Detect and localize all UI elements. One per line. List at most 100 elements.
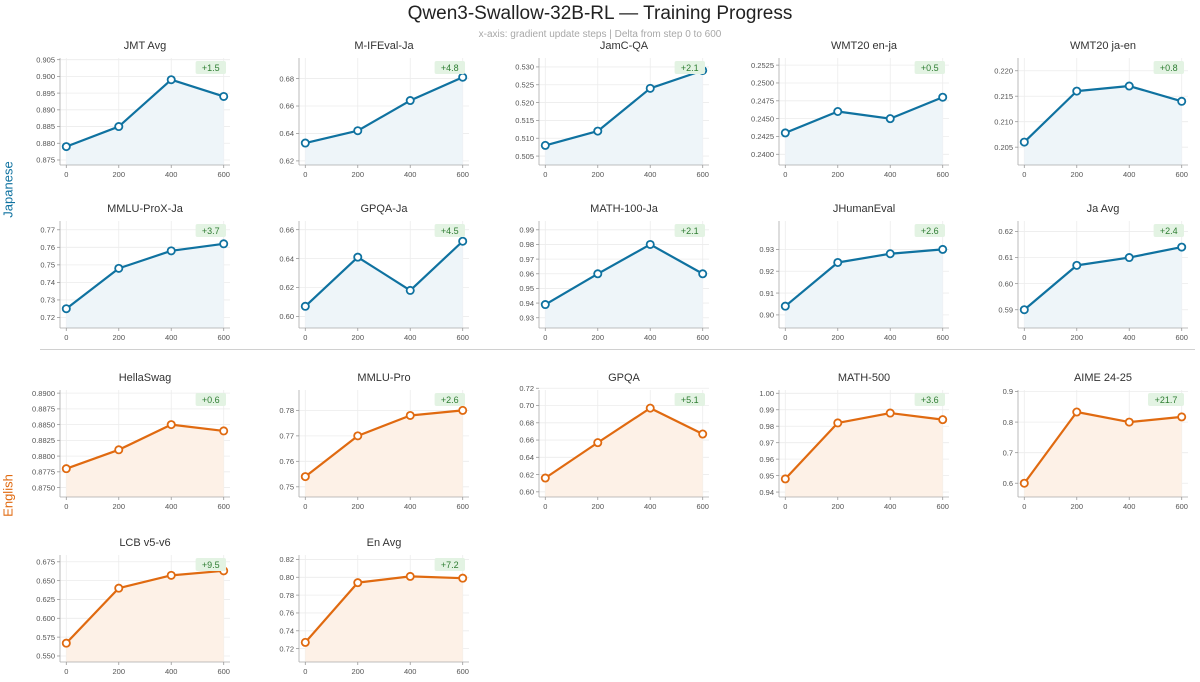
y-tick-label: 0.77 xyxy=(279,432,294,441)
y-tick-label: 0.82 xyxy=(279,555,294,564)
x-tick-label: 200 xyxy=(1071,333,1084,342)
x-tick-label: 400 xyxy=(884,170,897,179)
data-point xyxy=(833,418,843,428)
y-tick-label: 1.00 xyxy=(759,389,774,398)
y-tick-label: 0.97 xyxy=(519,255,534,264)
data-point xyxy=(1177,412,1187,422)
area-fill xyxy=(1024,412,1182,497)
y-tick-label: 0.895 xyxy=(36,89,55,98)
y-tick-label: 0.210 xyxy=(994,117,1013,126)
y-tick-label: 0.550 xyxy=(36,652,55,661)
area-fill xyxy=(1024,86,1182,165)
y-tick-label: 0.625 xyxy=(36,595,55,604)
y-tick-label: 0.2425 xyxy=(751,132,774,141)
data-point xyxy=(780,301,790,311)
x-tick-label: 200 xyxy=(1071,502,1084,511)
y-tick-label: 0.520 xyxy=(515,98,534,107)
delta-badge xyxy=(674,61,705,74)
x-tick-label: 200 xyxy=(832,333,845,342)
y-tick-label: 0.70 xyxy=(519,401,534,410)
series-line xyxy=(65,423,224,470)
data-point xyxy=(1124,417,1134,427)
y-tick-label: 0.62 xyxy=(279,283,294,292)
y-tick-label: 0.95 xyxy=(759,471,774,480)
delta-label: +1.5 xyxy=(202,63,220,73)
y-tick-label: 0.9 xyxy=(1003,387,1013,396)
delta-badge xyxy=(674,224,705,237)
panel-title: JHumanEval xyxy=(833,203,895,215)
y-tick-label: 0.8775 xyxy=(32,468,55,477)
y-tick-label: 0.510 xyxy=(515,134,534,143)
x-tick-label: 200 xyxy=(113,170,126,179)
data-point xyxy=(405,410,415,420)
panel-title: GPQA-Ja xyxy=(360,203,408,215)
data-point xyxy=(353,126,363,136)
x-tick-label: 400 xyxy=(165,667,178,676)
data-point xyxy=(166,246,176,256)
y-tick-label: 0.68 xyxy=(279,74,294,83)
delta-label: +2.6 xyxy=(441,395,459,405)
area-fill xyxy=(305,77,463,165)
y-tick-label: 0.74 xyxy=(40,278,55,287)
y-tick-label: 0.62 xyxy=(998,227,1013,236)
delta-label: +3.7 xyxy=(202,226,220,236)
y-tick-label: 0.72 xyxy=(279,644,294,653)
x-tick-label: 400 xyxy=(404,333,417,342)
chart-panel: 0.2400 0.2425 0.2450 0.2475 0.2500 0.2525 0 200… xyxy=(751,40,949,179)
y-tick-label: 0.8825 xyxy=(32,436,55,445)
y-tick-label: 0.875 xyxy=(36,156,55,165)
x-tick-label: 200 xyxy=(592,170,605,179)
data-point xyxy=(353,578,363,588)
series-line xyxy=(65,78,225,148)
delta-label: +0.5 xyxy=(921,63,939,73)
x-tick-label: 0 xyxy=(303,667,307,676)
chart-panel: 0.93 0.94 0.95 0.96 0.97 0.98 0.99 0 200 400 600 MA… xyxy=(519,203,709,342)
data-point xyxy=(458,72,468,82)
data-point xyxy=(1072,407,1082,417)
data-point xyxy=(938,92,948,102)
x-tick-label: 200 xyxy=(592,333,605,342)
x-tick-label: 0 xyxy=(783,170,787,179)
data-point xyxy=(698,269,708,279)
y-tick-label: 0.8750 xyxy=(32,483,55,492)
area-fill xyxy=(66,424,224,497)
y-tick-label: 0.94 xyxy=(519,299,534,308)
x-tick-label: 600 xyxy=(696,502,709,511)
x-tick-label: 400 xyxy=(644,170,657,179)
y-tick-label: 0.76 xyxy=(279,609,294,618)
y-tick-label: 0.8875 xyxy=(32,405,55,414)
x-tick-label: 200 xyxy=(352,502,365,511)
y-tick-label: 0.8800 xyxy=(32,452,55,461)
y-tick-label: 0.74 xyxy=(279,626,294,635)
x-tick-label: 200 xyxy=(113,502,126,511)
y-tick-label: 0.75 xyxy=(279,483,294,492)
y-tick-label: 0.220 xyxy=(994,66,1013,75)
panel-title: HellaSwag xyxy=(119,372,172,384)
y-tick-label: 0.98 xyxy=(759,422,774,431)
y-tick-label: 0.80 xyxy=(279,573,294,582)
data-point xyxy=(1019,478,1029,488)
panel-title: M-IFEval-Ja xyxy=(354,40,414,52)
chart-panel: 0.60 0.62 0.64 0.66 0 200 400 600 GPQA-Ja +4.5 xyxy=(279,203,469,342)
data-point xyxy=(540,140,550,150)
delta-label: +2.6 xyxy=(921,226,939,236)
data-point xyxy=(593,269,603,279)
data-point xyxy=(300,637,310,647)
y-tick-label: 0.2400 xyxy=(751,150,774,159)
delta-label: +7.2 xyxy=(441,560,459,570)
y-tick-label: 0.76 xyxy=(279,457,294,466)
area-fill xyxy=(305,410,463,497)
chart-panel: 0.72 0.73 0.74 0.75 0.76 0.77 0 200 400 600 MMLU-P… xyxy=(40,203,230,342)
delta-badge xyxy=(434,61,465,74)
data-point xyxy=(645,403,655,413)
data-point xyxy=(166,570,176,580)
x-tick-label: 0 xyxy=(783,333,787,342)
x-tick-label: 0 xyxy=(64,170,68,179)
delta-label: +2.1 xyxy=(681,226,699,236)
series-line xyxy=(784,248,943,308)
delta-label: +4.8 xyxy=(441,63,459,73)
data-point xyxy=(405,571,415,581)
data-point xyxy=(645,83,655,93)
x-tick-label: 200 xyxy=(832,170,845,179)
data-point xyxy=(1072,260,1082,270)
